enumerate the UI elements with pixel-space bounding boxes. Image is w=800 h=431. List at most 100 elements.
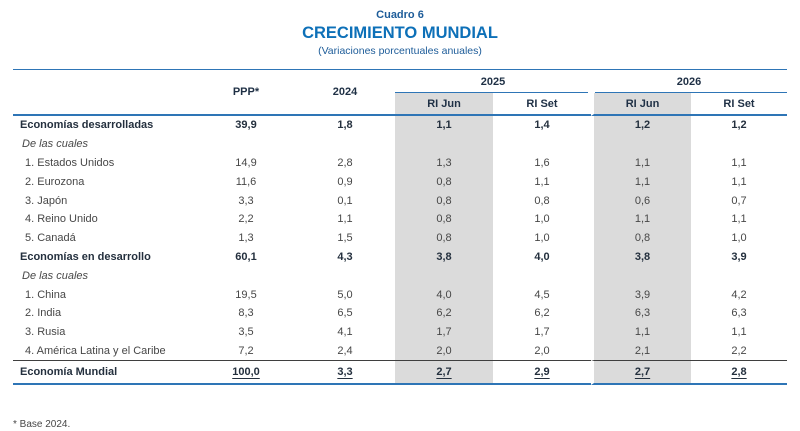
row-value: 0,8 xyxy=(395,228,493,248)
row-value xyxy=(197,266,295,285)
table-row: 1. China 19,5 5,0 4,0 4,5 3,9 4,2 xyxy=(13,285,787,304)
row-value: 1,1 xyxy=(731,175,747,188)
row-value: 4,1 xyxy=(337,326,353,339)
row-value: 1,4 xyxy=(534,119,550,132)
row-value: 3,8 xyxy=(591,247,692,267)
row-label: 3. Japón xyxy=(25,194,68,207)
row-value xyxy=(493,266,591,285)
row-value: 0,8 xyxy=(395,172,493,192)
col-header-ri-set-2026: RI Set xyxy=(691,93,788,116)
row-value: 1,1 xyxy=(395,116,493,135)
row-value: 2,1 xyxy=(591,341,692,361)
row-value: 2,2 xyxy=(731,344,747,357)
table-row: De las cuales xyxy=(13,134,787,154)
row-value: 1,3 xyxy=(395,153,493,173)
row-value: 1,0 xyxy=(731,232,747,245)
table-row: Economías en desarrollo 60,1 4,3 3,8 4,0 3,8 3… xyxy=(13,247,787,267)
row-value xyxy=(295,266,395,285)
row-value: 1,1 xyxy=(731,326,747,339)
page-title: CRECIMIENTO MUNDIAL xyxy=(302,24,498,42)
row-value: 1,7 xyxy=(534,326,550,339)
row-value: 6,3 xyxy=(591,303,692,323)
row-value xyxy=(591,266,692,286)
table-row: 3. Japón 3,3 0,1 0,8 0,8 0,6 0,7 xyxy=(13,191,787,210)
row-label: De las cuales xyxy=(22,138,89,151)
row-value: 3,8 xyxy=(395,247,493,267)
col-header-2024: 2024 xyxy=(295,69,395,116)
row-value: 4,0 xyxy=(395,285,493,304)
row-value: 0,7 xyxy=(731,194,747,207)
row-label: 2. India xyxy=(25,307,62,320)
row-value: 2,8 xyxy=(337,156,353,169)
title-block: Cuadro 6 CRECIMIENTO MUNDIAL (Variacione… xyxy=(0,0,800,58)
row-value: 3,9 xyxy=(591,285,692,304)
row-value: 4,5 xyxy=(534,288,550,301)
table-row: 5. Canadá 1,3 1,5 0,8 1,0 0,8 1,0 xyxy=(13,228,787,248)
row-value xyxy=(591,134,692,154)
row-value: 8,3 xyxy=(238,307,254,320)
row-value: 1,0 xyxy=(534,213,550,226)
row-value: 1,1 xyxy=(731,156,747,169)
row-value xyxy=(493,135,591,154)
row-value: 2,8 xyxy=(691,360,788,386)
row-value: 1,1 xyxy=(591,322,692,342)
row-label: 5. Canadá xyxy=(25,232,76,245)
row-value xyxy=(691,135,787,154)
world-growth-table: PPP* 2024 2025 2026 RI Jun RI Set RI Jun… xyxy=(13,69,788,386)
table-row: 1. Estados Unidos 14,9 2,8 1,3 1,6 1,1 1,1 xyxy=(13,153,787,173)
col-group-2025: 2025 xyxy=(395,69,592,93)
row-value: 6,2 xyxy=(395,303,493,323)
col-header-ppp: PPP* xyxy=(197,69,295,116)
table-row: 4. Reino Unido 2,2 1,1 0,8 1,0 1,1 1,1 xyxy=(13,209,787,229)
row-value: 2,2 xyxy=(238,213,254,226)
row-value: 1,1 xyxy=(534,175,550,188)
table-row: 2. Eurozona 11,6 0,9 0,8 1,1 1,1 1,1 xyxy=(13,172,787,192)
table-row: 3. Rusia 3,5 4,1 1,7 1,7 1,1 1,1 xyxy=(13,322,787,342)
page-subtitle: (Variaciones porcentuales anuales) xyxy=(318,45,482,57)
footnotes: * Base 2024. Fuente: FMI, Consensus Fore… xyxy=(13,392,800,431)
row-label: De las cuales xyxy=(22,269,89,282)
row-label: 4. Reino Unido xyxy=(25,213,98,226)
row-value: 0,1 xyxy=(337,194,353,207)
row-value xyxy=(395,266,493,286)
row-value: 4,2 xyxy=(731,288,747,301)
row-value: 6,3 xyxy=(731,307,747,320)
row-label: 1. China xyxy=(25,288,66,301)
row-label: Economías desarrolladas xyxy=(20,119,154,132)
table-number: Cuadro 6 xyxy=(376,9,424,21)
row-value xyxy=(395,134,493,154)
row-value: 3,9 xyxy=(731,250,747,263)
row-value: 3,5 xyxy=(238,326,254,339)
row-value: 2,9 xyxy=(493,360,592,386)
row-value: 4,0 xyxy=(534,250,550,263)
row-value: 1,3 xyxy=(238,232,254,245)
row-value: 2,7 xyxy=(395,360,493,386)
row-value: 2,7 xyxy=(591,360,692,386)
row-value: 0,8 xyxy=(395,191,493,210)
table-head: PPP* 2024 2025 2026 RI Jun RI Set RI Jun… xyxy=(13,69,788,116)
row-value: 7,2 xyxy=(238,344,254,357)
row-label: Economías en desarrollo xyxy=(20,250,151,263)
row-value: 0,9 xyxy=(337,175,353,188)
row-value: 0,8 xyxy=(591,228,692,248)
row-value: 1,1 xyxy=(731,213,747,226)
row-value: 14,9 xyxy=(235,156,257,169)
col-header-ri-jun-2025: RI Jun xyxy=(395,93,493,116)
row-value: 6,2 xyxy=(534,307,550,320)
col-header-ri-set-2025: RI Set xyxy=(493,93,592,116)
table-row: Economías desarrolladas 39,9 1,8 1,1 1,4 1,2 1… xyxy=(13,116,787,135)
table-body: Economías desarrolladas 39,9 1,8 1,1 1,4 1,2 1… xyxy=(13,116,788,386)
row-value: 39,9 xyxy=(235,119,257,132)
row-value: 0,8 xyxy=(395,209,493,229)
row-value: 1,8 xyxy=(337,119,353,132)
row-label: 2. Eurozona xyxy=(25,175,85,188)
footnote-base: * Base 2024. xyxy=(13,419,71,431)
row-value: 6,5 xyxy=(337,307,353,320)
row-value: 1,6 xyxy=(534,156,550,169)
row-value: 11,6 xyxy=(235,175,257,188)
row-value: 1,1 xyxy=(591,153,692,173)
row-label: 1. Estados Unidos xyxy=(25,156,115,169)
row-label: 4. América Latina y el Caribe xyxy=(25,344,166,357)
row-value: 1,0 xyxy=(534,232,550,245)
